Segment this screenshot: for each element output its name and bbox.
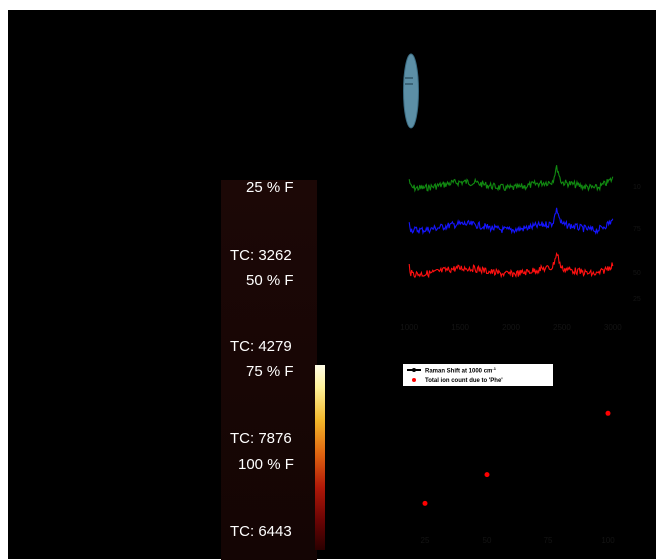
spectra-tick-2: 2000: [502, 323, 520, 332]
spectrum-label-2: 50 % F: [633, 270, 641, 277]
scatter-x-axis: 25 50 75 100: [421, 536, 616, 545]
heatmap-colorbar: [315, 365, 325, 550]
legend-entry-raman: Raman Shift at 1000 cm-1: [425, 366, 497, 375]
spectra-tick-1: 1500: [451, 323, 469, 332]
scatter-point-1: [484, 472, 490, 478]
scatter-point-3: [605, 410, 611, 416]
spectra-tick-0: 1000: [400, 323, 418, 332]
ion-count-scatter-chart: 25 50 75 100: [421, 370, 616, 545]
legend-box: [403, 364, 553, 386]
spectra-tick-4: 3000: [604, 323, 622, 332]
label-tc-6443: TC: 6443: [230, 523, 292, 540]
spectrum-label-1: 75 % F: [633, 226, 641, 233]
legend-line-dot: [412, 368, 416, 372]
legend-entry-ion-count: Total ion count due to 'Phe': [425, 378, 503, 384]
spectrum-line-0: [408, 165, 614, 193]
figure-canvas: 25 % F TC: 3262 50 % F TC: 4279 75 % F T…: [8, 10, 656, 560]
spectra-x-axis: 1000 1500 2000 2500 3000: [400, 323, 622, 332]
heatmap-strip: [221, 180, 317, 560]
droplet-illustration: [403, 53, 419, 129]
label-tc-4279: TC: 4279: [230, 338, 292, 355]
spectrum-label-0: 100 % F: [633, 184, 641, 191]
label-50-percent-f: 50 % F: [246, 272, 294, 289]
spectrum-line-1: [408, 207, 614, 235]
legend-dot-marker: [412, 378, 416, 382]
raman-spectra-chart: 100 % F 75 % F 50 % F 25 % F 1000 1500 2000 25…: [400, 165, 641, 332]
scatter-legend: Raman Shift at 1000 cm-1 Total ion count…: [403, 364, 553, 386]
label-25-percent-f: 25 % F: [246, 179, 294, 196]
spectrum-line-2: [408, 251, 614, 279]
label-75-percent-f: 75 % F: [246, 363, 294, 380]
scatter-tick-1: 50: [483, 536, 492, 545]
label-100-percent-f: 100 % F: [238, 456, 294, 473]
spectra-tick-3: 2500: [553, 323, 571, 332]
scatter-point-0: [422, 500, 428, 506]
spectrum-label-extra: 25 % F: [633, 296, 641, 303]
scatter-points-group: [422, 370, 611, 506]
scatter-tick-3: 100: [601, 536, 615, 545]
scatter-tick-2: 75: [544, 536, 553, 545]
label-tc-7876: TC: 7876: [230, 430, 292, 447]
spectra-series-group: 100 % F 75 % F 50 % F 25 % F: [408, 165, 641, 303]
label-tc-3262: TC: 3262: [230, 247, 292, 264]
scatter-tick-0: 25: [421, 536, 430, 545]
